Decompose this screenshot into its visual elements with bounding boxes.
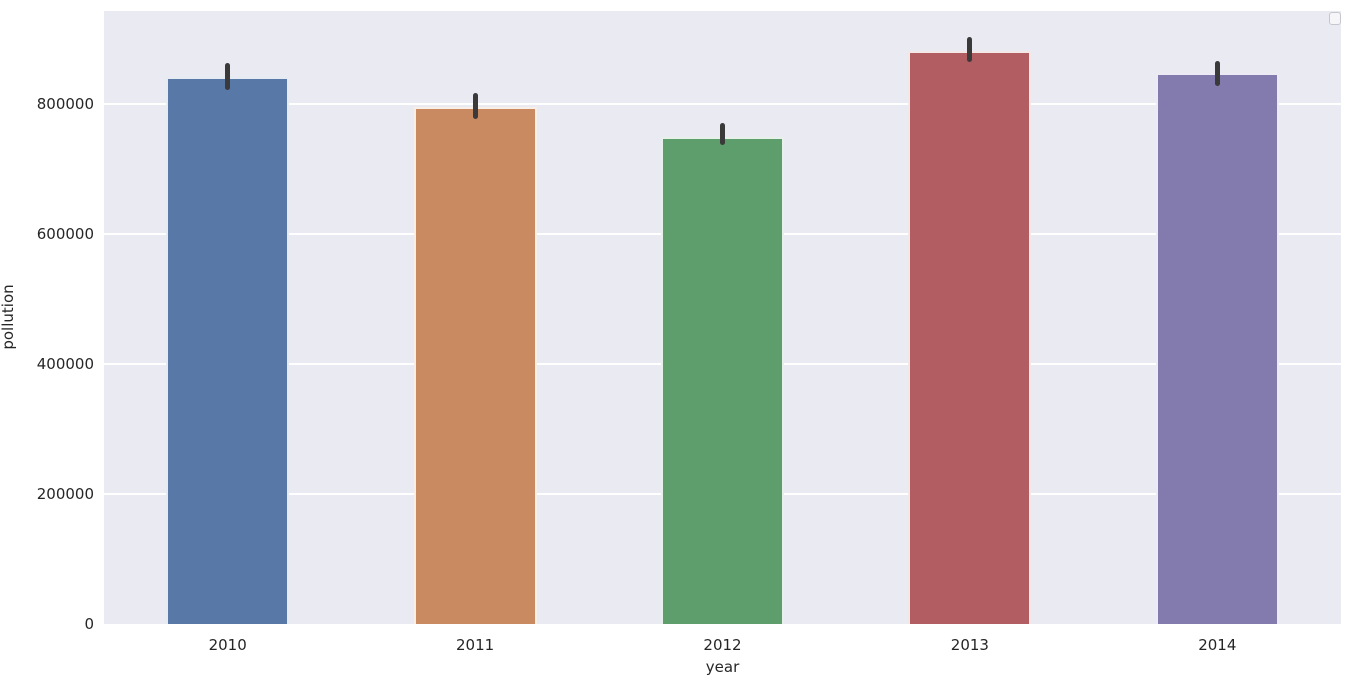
x-axis-label: year — [705, 658, 740, 676]
xtick-2014: 2014 — [1198, 636, 1237, 654]
ytick-800000: 800000 — [36, 94, 94, 113]
bar-2010 — [166, 76, 290, 624]
ytick-600000: 600000 — [36, 224, 94, 243]
errorbar-2011 — [472, 92, 478, 119]
xtick-2010: 2010 — [208, 636, 247, 654]
ytick-0: 0 — [84, 615, 94, 633]
gridline-y-800000 — [104, 102, 1341, 105]
bar-2011 — [413, 107, 537, 624]
ytick-400000: 400000 — [36, 354, 94, 373]
errorbar-2014 — [1214, 61, 1220, 86]
plot-area — [104, 11, 1341, 624]
errorbar-2013 — [967, 37, 973, 63]
xtick-2011: 2011 — [456, 636, 495, 654]
xtick-2013: 2013 — [950, 636, 989, 654]
bar-2012 — [661, 137, 784, 624]
bar-2014 — [1155, 72, 1279, 624]
legend-box — [1329, 12, 1341, 25]
xtick-2012: 2012 — [703, 636, 742, 654]
ytick-200000: 200000 — [36, 484, 94, 503]
errorbar-2012 — [720, 122, 725, 145]
y-axis-tick-labels: 0 200000 400000 600000 800000 — [0, 11, 94, 633]
errorbar-2010 — [225, 63, 231, 90]
bar-2013 — [908, 50, 1032, 624]
